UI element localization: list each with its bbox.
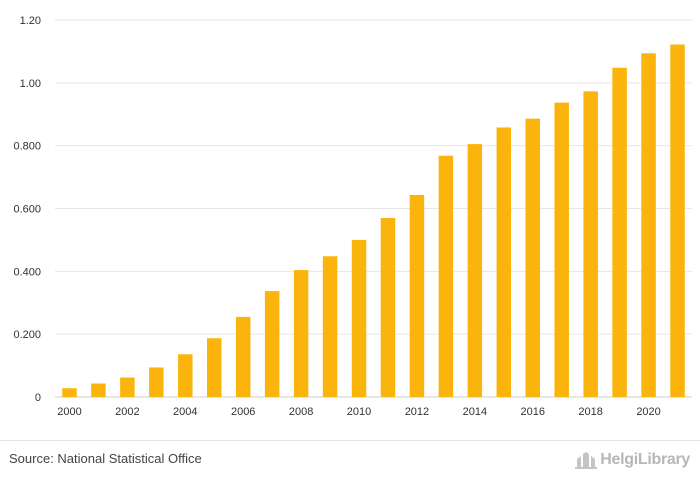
bars xyxy=(62,44,685,398)
bar-2017[interactable] xyxy=(554,102,569,398)
x-tick-label: 2014 xyxy=(463,406,487,418)
y-tick-label: 0.200 xyxy=(13,329,41,341)
y-tick-label: 0.800 xyxy=(13,141,41,153)
bar-2021[interactable] xyxy=(670,44,685,397)
y-axis-ticks: 0 0.200 0.400 0.600 0.800 1.00 1.20 xyxy=(13,15,41,404)
x-tick-label: 2020 xyxy=(636,406,660,418)
bar-2005[interactable] xyxy=(207,338,222,397)
x-tick-label: 2000 xyxy=(57,406,81,418)
helgilibrary-logo[interactable]: HelgiLibrary xyxy=(575,449,690,471)
bar-2016[interactable] xyxy=(525,118,540,398)
bar-2013[interactable] xyxy=(438,155,454,397)
bar-2019[interactable] xyxy=(612,67,627,398)
bar-2011[interactable] xyxy=(380,217,396,397)
bar-2007[interactable] xyxy=(264,291,280,397)
bar-2015[interactable] xyxy=(496,127,512,397)
bar-2008[interactable] xyxy=(293,270,309,397)
bar-2018[interactable] xyxy=(583,91,598,398)
x-tick-label: 2008 xyxy=(289,406,313,418)
bar-2010[interactable] xyxy=(351,239,367,397)
x-tick-label: 2010 xyxy=(347,406,371,418)
y-tick-label: 0.400 xyxy=(13,266,41,278)
x-tick-label: 2016 xyxy=(521,406,545,418)
chart-footer: Source: National Statistical Office Helg… xyxy=(0,440,700,484)
bar-2001[interactable] xyxy=(91,383,106,397)
bar-2002[interactable] xyxy=(120,377,135,397)
y-tick-label: 1.20 xyxy=(20,15,41,27)
y-tick-label: 0 xyxy=(35,392,41,404)
x-tick-label: 2004 xyxy=(173,406,197,418)
logo-text: HelgiLibrary xyxy=(600,451,690,468)
bar-2014[interactable] xyxy=(467,144,483,397)
y-tick-label: 1.00 xyxy=(20,78,41,90)
x-tick-label: 2006 xyxy=(231,406,255,418)
bar-2003[interactable] xyxy=(149,367,164,397)
x-tick-label: 2002 xyxy=(115,406,139,418)
source-note: Source: National Statistical Office xyxy=(9,451,202,466)
x-tick-label: 2018 xyxy=(578,406,602,418)
bar-2012[interactable] xyxy=(409,194,425,397)
library-building-icon xyxy=(575,452,598,469)
y-tick-label: 0.600 xyxy=(13,204,41,216)
x-axis-ticks: 2000 2002 2004 2006 2008 2010 2012 2014 2016 2018… xyxy=(57,406,661,418)
bar-2020[interactable] xyxy=(641,53,656,397)
grid-lines xyxy=(55,19,692,398)
bar-2009[interactable] xyxy=(322,256,338,397)
bar-2006[interactable] xyxy=(235,316,251,397)
bar-2000[interactable] xyxy=(62,388,77,397)
x-tick-label: 2012 xyxy=(405,406,429,418)
bar-2004[interactable] xyxy=(178,354,193,397)
